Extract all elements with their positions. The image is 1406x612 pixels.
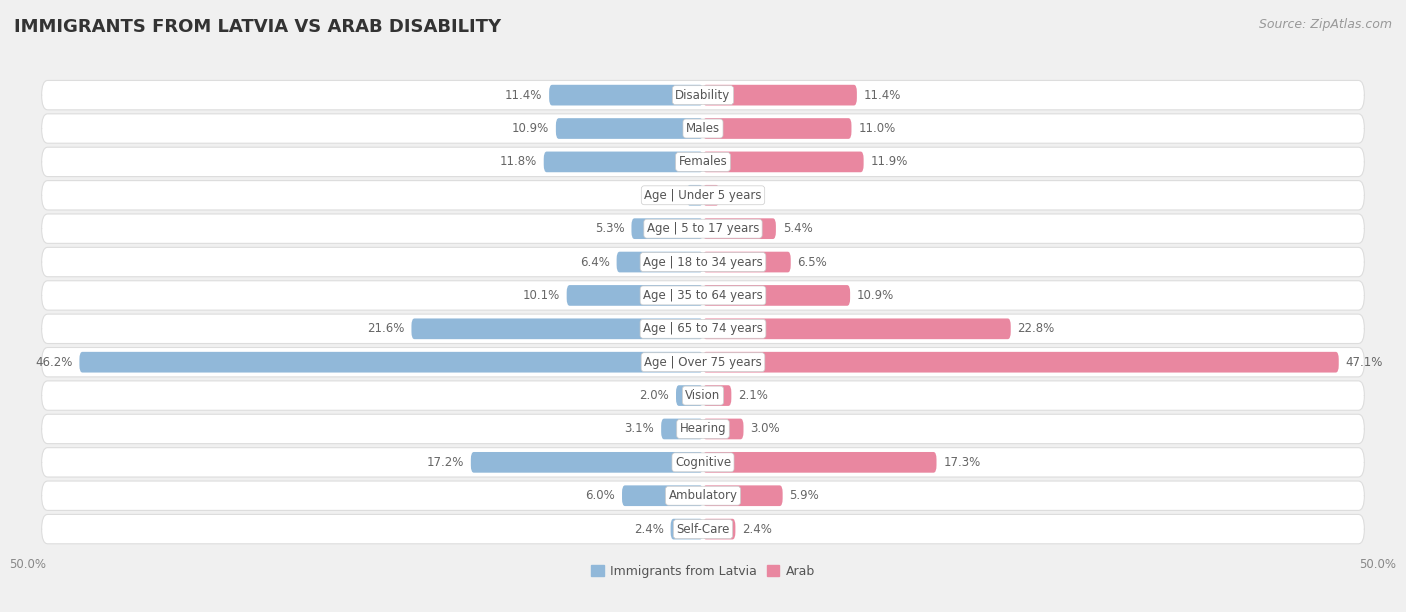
Text: 11.9%: 11.9% — [870, 155, 908, 168]
Text: 1.2%: 1.2% — [650, 188, 681, 202]
Text: Females: Females — [679, 155, 727, 168]
FancyBboxPatch shape — [676, 385, 703, 406]
Text: IMMIGRANTS FROM LATVIA VS ARAB DISABILITY: IMMIGRANTS FROM LATVIA VS ARAB DISABILIT… — [14, 18, 501, 36]
Text: 46.2%: 46.2% — [35, 356, 73, 368]
FancyBboxPatch shape — [567, 285, 703, 306]
FancyBboxPatch shape — [42, 80, 1364, 110]
Text: 47.1%: 47.1% — [1346, 356, 1384, 368]
Text: Self-Care: Self-Care — [676, 523, 730, 536]
Text: Disability: Disability — [675, 89, 731, 102]
FancyBboxPatch shape — [671, 519, 703, 539]
Text: 10.1%: 10.1% — [523, 289, 560, 302]
FancyBboxPatch shape — [703, 85, 856, 105]
FancyBboxPatch shape — [42, 281, 1364, 310]
Text: 5.4%: 5.4% — [783, 222, 813, 235]
Text: 10.9%: 10.9% — [512, 122, 550, 135]
FancyBboxPatch shape — [42, 147, 1364, 177]
Text: 11.4%: 11.4% — [863, 89, 901, 102]
Text: Vision: Vision — [685, 389, 721, 402]
FancyBboxPatch shape — [42, 515, 1364, 544]
Text: 2.0%: 2.0% — [640, 389, 669, 402]
FancyBboxPatch shape — [686, 185, 703, 206]
FancyBboxPatch shape — [631, 218, 703, 239]
FancyBboxPatch shape — [703, 385, 731, 406]
FancyBboxPatch shape — [79, 352, 703, 373]
FancyBboxPatch shape — [703, 252, 790, 272]
Text: Age | 35 to 64 years: Age | 35 to 64 years — [643, 289, 763, 302]
Text: 21.6%: 21.6% — [367, 323, 405, 335]
FancyBboxPatch shape — [42, 314, 1364, 343]
FancyBboxPatch shape — [42, 247, 1364, 277]
FancyBboxPatch shape — [703, 419, 744, 439]
FancyBboxPatch shape — [42, 381, 1364, 410]
FancyBboxPatch shape — [544, 152, 703, 172]
Text: 3.0%: 3.0% — [751, 422, 780, 436]
FancyBboxPatch shape — [412, 318, 703, 339]
Text: Hearing: Hearing — [679, 422, 727, 436]
Text: 11.0%: 11.0% — [858, 122, 896, 135]
FancyBboxPatch shape — [42, 447, 1364, 477]
FancyBboxPatch shape — [550, 85, 703, 105]
FancyBboxPatch shape — [42, 114, 1364, 143]
Text: Age | Under 5 years: Age | Under 5 years — [644, 188, 762, 202]
Text: Age | 18 to 34 years: Age | 18 to 34 years — [643, 256, 763, 269]
Text: Cognitive: Cognitive — [675, 456, 731, 469]
Text: 3.1%: 3.1% — [624, 422, 654, 436]
FancyBboxPatch shape — [621, 485, 703, 506]
Text: 22.8%: 22.8% — [1018, 323, 1054, 335]
FancyBboxPatch shape — [703, 185, 720, 206]
FancyBboxPatch shape — [703, 452, 936, 472]
Text: 11.8%: 11.8% — [499, 155, 537, 168]
FancyBboxPatch shape — [703, 152, 863, 172]
Text: 6.4%: 6.4% — [581, 256, 610, 269]
Text: 5.9%: 5.9% — [789, 489, 820, 502]
Text: 6.5%: 6.5% — [797, 256, 827, 269]
Text: 5.3%: 5.3% — [595, 222, 624, 235]
FancyBboxPatch shape — [471, 452, 703, 472]
Text: 11.4%: 11.4% — [505, 89, 543, 102]
Text: 1.2%: 1.2% — [725, 188, 756, 202]
Text: 10.9%: 10.9% — [856, 289, 894, 302]
Text: Males: Males — [686, 122, 720, 135]
FancyBboxPatch shape — [703, 218, 776, 239]
Text: 17.2%: 17.2% — [426, 456, 464, 469]
FancyBboxPatch shape — [661, 419, 703, 439]
Text: 17.3%: 17.3% — [943, 456, 980, 469]
FancyBboxPatch shape — [703, 318, 1011, 339]
FancyBboxPatch shape — [703, 285, 851, 306]
Legend: Immigrants from Latvia, Arab: Immigrants from Latvia, Arab — [591, 565, 815, 578]
FancyBboxPatch shape — [42, 348, 1364, 377]
FancyBboxPatch shape — [617, 252, 703, 272]
FancyBboxPatch shape — [42, 414, 1364, 444]
Text: 2.4%: 2.4% — [634, 523, 664, 536]
Text: 2.1%: 2.1% — [738, 389, 768, 402]
Text: 6.0%: 6.0% — [585, 489, 616, 502]
Text: Ambulatory: Ambulatory — [668, 489, 738, 502]
FancyBboxPatch shape — [555, 118, 703, 139]
FancyBboxPatch shape — [42, 181, 1364, 210]
FancyBboxPatch shape — [42, 214, 1364, 244]
Text: Source: ZipAtlas.com: Source: ZipAtlas.com — [1258, 18, 1392, 31]
FancyBboxPatch shape — [703, 519, 735, 539]
FancyBboxPatch shape — [703, 118, 852, 139]
FancyBboxPatch shape — [42, 481, 1364, 510]
FancyBboxPatch shape — [703, 352, 1339, 373]
FancyBboxPatch shape — [703, 485, 783, 506]
Text: 2.4%: 2.4% — [742, 523, 772, 536]
Text: Age | 5 to 17 years: Age | 5 to 17 years — [647, 222, 759, 235]
Text: Age | Over 75 years: Age | Over 75 years — [644, 356, 762, 368]
Text: Age | 65 to 74 years: Age | 65 to 74 years — [643, 323, 763, 335]
